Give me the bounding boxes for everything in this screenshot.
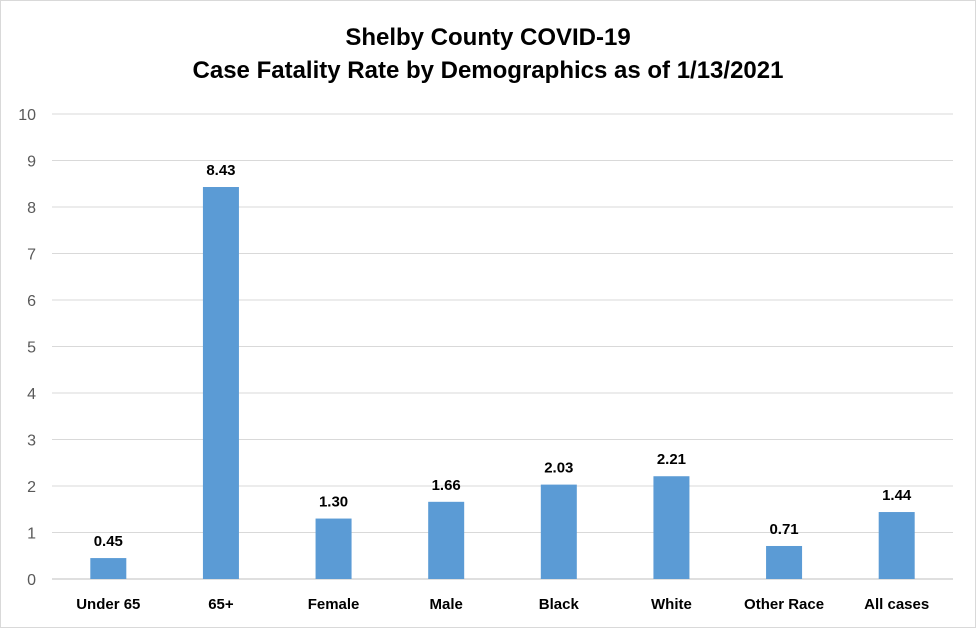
data-label: 1.66 [432, 477, 461, 494]
data-label: 2.03 [544, 460, 573, 477]
bar [878, 512, 915, 579]
y-tick-label: 2 [27, 479, 36, 496]
y-tick-label: 6 [27, 293, 36, 310]
data-label: 1.30 [319, 494, 348, 511]
category-label: Female [308, 596, 360, 613]
y-tick-label: 8 [27, 200, 36, 217]
y-tick-label: 1 [27, 526, 36, 543]
bar [653, 476, 690, 579]
category-label: Male [430, 596, 463, 613]
data-label: 0.45 [94, 533, 123, 550]
data-label: 8.43 [206, 162, 235, 179]
bar [540, 484, 577, 579]
y-tick-label: 0 [27, 572, 36, 589]
y-tick-label: 4 [27, 386, 36, 403]
category-label: All cases [864, 596, 929, 613]
chart-title: Shelby County COVID-19 Case Fatality Rat… [1, 21, 975, 87]
bar [315, 518, 352, 579]
data-label: 0.71 [769, 521, 798, 538]
category-label: Other Race [744, 596, 824, 613]
data-label: 2.21 [657, 451, 686, 468]
y-tick-label: 5 [27, 340, 36, 357]
category-label: Under 65 [76, 596, 140, 613]
bar [766, 545, 803, 579]
bar [202, 187, 239, 579]
category-label: White [651, 596, 692, 613]
y-tick-label: 7 [27, 247, 36, 264]
category-label: Black [539, 596, 580, 613]
bar [428, 501, 465, 579]
data-label: 1.44 [882, 487, 912, 504]
chart-title-line-2: Case Fatality Rate by Demographics as of… [192, 57, 784, 84]
chart-title-line-1: Shelby County COVID-19 [345, 24, 631, 51]
y-tick-label: 3 [27, 433, 36, 450]
y-tick-label: 10 [18, 107, 36, 124]
y-tick-label: 9 [27, 154, 36, 171]
category-label: 65+ [208, 596, 234, 613]
bar [90, 558, 127, 579]
